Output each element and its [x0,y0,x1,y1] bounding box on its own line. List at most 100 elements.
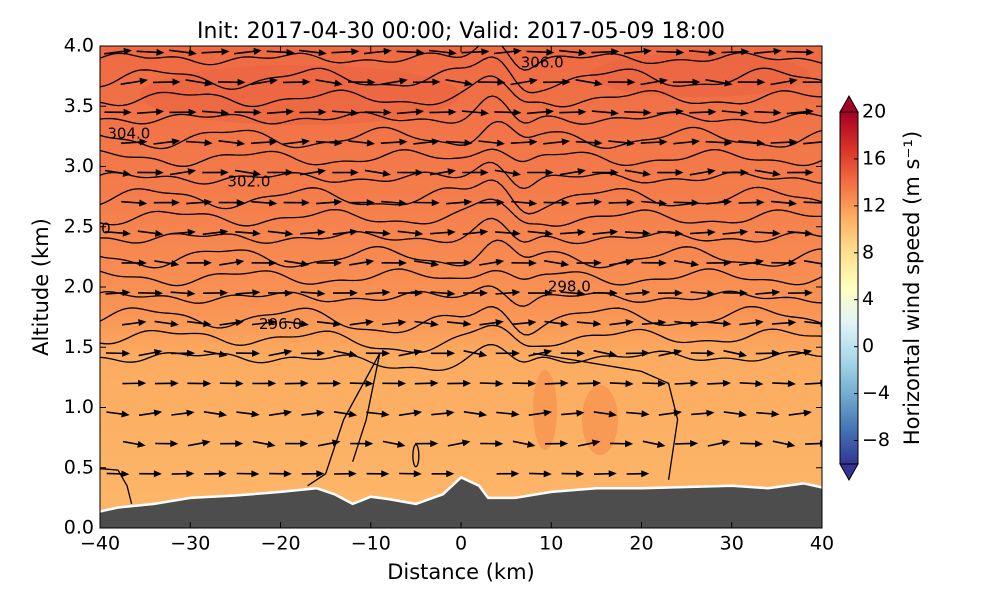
arrow-head [415,169,424,177]
arrow-head [269,77,278,85]
arrow-shaft [591,110,614,114]
arrow-shaft [301,412,319,416]
arrow-shaft [740,442,758,445]
arrow-head [626,139,635,147]
arrow-head [123,47,132,55]
arrow-head [690,320,699,328]
wind-arrow [349,379,374,387]
contour-line [100,56,822,94]
arrow-head [365,258,375,266]
arrow-head [301,199,310,207]
wind-arrow [430,289,456,297]
arrow-head [656,440,666,448]
wind-arrow [136,48,165,56]
arrow-head [543,409,552,417]
arrow-head [186,470,195,478]
wind-arrow [219,379,244,387]
arrow-head [461,439,471,447]
arrow-head [756,139,765,147]
arrow-head [528,379,537,387]
arrow-head [381,470,390,478]
wind-arrow [705,79,733,87]
arrow-shaft [593,411,612,416]
arrow-shaft [560,231,580,235]
arrow-head [236,199,245,207]
wind-arrow [754,109,782,117]
arrow-head [544,229,554,237]
wind-arrow [544,260,570,268]
wind-arrow [284,260,310,268]
wind-arrow [203,289,229,297]
wind-arrow [121,199,148,207]
wind-arrow [412,78,441,86]
contour-line [100,148,822,167]
arrow-head [723,198,733,206]
field-patch [590,53,810,97]
wind-arrow [138,349,163,357]
arrow-head [302,78,311,86]
arrow-head [771,289,781,297]
arrow-head [658,319,667,327]
arrow-head [528,319,537,327]
x-axis-label: Distance (km) [387,560,535,584]
arrow-head [481,48,490,56]
arrow-shaft [268,351,287,357]
arrow-head [478,410,488,418]
colorbar-tick-label: 4 [862,288,874,310]
colorbar-extend-min [839,463,859,482]
arrow-shaft [429,111,451,114]
arrow-head [300,260,310,268]
arrow-shaft [478,140,500,145]
colorbar-tick-label: 20 [862,101,886,123]
wind-arrow [300,349,326,357]
wind-arrow [463,289,488,297]
arrow-head [593,259,602,267]
arrow-head [562,78,571,86]
wind-arrow [512,440,536,448]
arrow-head [642,289,651,297]
wind-arrow [772,440,796,448]
arrow-head [300,379,309,387]
arrow-head [641,470,650,478]
wind-arrow [609,380,634,388]
wind-arrow [642,440,666,448]
wind-arrow [185,139,213,147]
contour-line [100,239,822,269]
arrow-shaft [138,351,157,357]
arrow-shaft [234,50,256,55]
wind-arrow [234,47,262,55]
arrow-head [576,349,585,357]
wind-arrow [316,320,342,328]
wind-arrow [447,439,471,447]
wind-arrow [462,168,489,176]
arrow-shaft [804,382,822,385]
arrow-shaft [430,291,450,295]
wind-arrow [771,259,797,267]
wind-arrow [285,440,309,448]
arrow-head [578,108,587,116]
wind-arrow [397,289,423,297]
arrow-shaft [738,140,760,144]
arrow-shaft [170,291,190,295]
arrow-shaft [445,140,467,144]
wind-arrow [414,379,439,387]
arrow-head [350,169,359,177]
arrow-head [252,289,261,297]
wind-arrow [787,289,813,297]
arrow-head [561,199,570,207]
wind-arrow [739,319,764,327]
arrow-shaft [203,411,222,416]
wind-arrow [494,169,521,177]
wind-arrow [317,379,342,387]
arrow-head [204,198,213,206]
wind-arrow [803,199,822,207]
arrow-shaft [429,49,451,54]
wind-arrow [738,198,765,206]
arrow-shaft [187,441,205,447]
arrow-head [560,379,569,387]
arrow-shaft [105,231,125,235]
wind-arrow [721,48,750,56]
x-tick-label: −30 [170,533,210,555]
arrow-head [513,108,522,116]
contour-label: 296.0 [259,315,302,333]
